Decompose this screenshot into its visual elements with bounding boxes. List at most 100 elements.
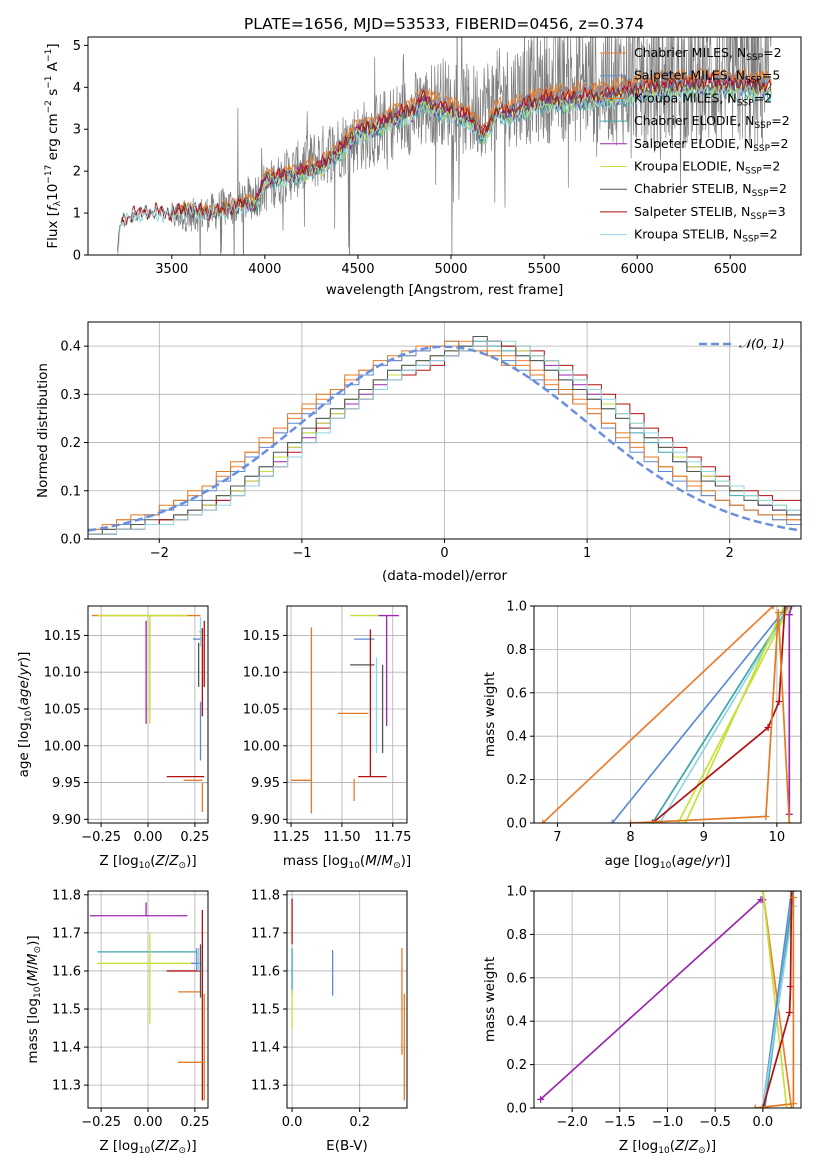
y-tick-label: 0.0	[506, 817, 527, 832]
x-tick-label: 0	[440, 546, 448, 561]
weight-marker	[785, 819, 793, 823]
axes-frame	[87, 36, 802, 256]
legend-nssp: 5	[772, 68, 780, 83]
weight-marker	[761, 1104, 769, 1108]
x-tick-label: 2	[726, 546, 734, 561]
axes-frame	[533, 890, 802, 1109]
y-tick-label: 11.8	[52, 888, 81, 903]
x-tick-label: 5000	[434, 262, 467, 277]
model-line-kroupa-stelib	[117, 84, 772, 255]
x-tick-label: 0.00	[134, 1115, 163, 1130]
weight-marker	[789, 894, 797, 902]
legend-nssp: 2	[781, 136, 789, 151]
y-tick-label: 9.90	[251, 813, 280, 828]
y-tick-label: 10.00	[44, 739, 81, 754]
legend-entry: Salpeter STELIB, NSSP=3	[634, 204, 786, 222]
x-axis-label: E(B-V)	[326, 1138, 368, 1154]
axes-frame	[87, 890, 209, 1109]
weight-marker	[759, 891, 767, 895]
y-tick-label: 0.4	[506, 1015, 527, 1030]
weight-marker	[775, 697, 783, 705]
legend-series-name: Kroupa STELIB	[634, 227, 725, 242]
panel-mass-vs-Z: −0.25 0.00 0.25 11.3 11.4 11.5 11.6 11.7 11.8 Z […	[25, 888, 209, 1156]
weight-line	[651, 606, 791, 823]
axes-frame	[533, 605, 802, 824]
legend-series-name: Kroupa MILES	[634, 90, 720, 105]
legend-entry: Chabrier MILES, NSSP=2	[634, 45, 782, 63]
plot-area	[89, 902, 205, 1101]
y-tick-label: 0.2	[506, 773, 527, 788]
weight-marker	[537, 1095, 545, 1103]
y-tick-label: 0.0	[506, 1102, 527, 1117]
y-tick-label: 11.5	[251, 1003, 280, 1018]
y-tick-label: 10.05	[243, 702, 280, 717]
x-tick-label: −2	[150, 546, 169, 561]
axes-frame	[286, 890, 408, 1109]
y-axis-label: mass weight	[482, 957, 498, 1042]
x-tick-label: 9	[700, 830, 708, 845]
weight-marker	[789, 891, 797, 895]
weight-marker	[539, 819, 547, 823]
y-tick-label: 1.0	[506, 600, 527, 615]
x-tick-label: 0.00	[134, 830, 163, 845]
x-tick-label: 3500	[155, 262, 188, 277]
y-tick-label: 0.3	[60, 388, 81, 403]
legend-series-name: Chabrier MILES	[634, 45, 729, 60]
weight-line	[542, 606, 774, 823]
y-axis-label: mass [log10(M/M⊙)]	[25, 935, 43, 1063]
x-tick-label: −0.25	[81, 1115, 121, 1130]
weight-marker	[787, 891, 795, 895]
legend-series-name: Salpeter STELIB	[634, 204, 733, 219]
weight-marker	[786, 1009, 794, 1017]
weight-line	[630, 612, 791, 823]
x-axis-label: mass [log10(M/M⊙)]	[283, 853, 411, 871]
x-axis-label: Z [log10(Z/Z⊙)]	[99, 1138, 196, 1156]
y-tick-label: 11.6	[251, 964, 280, 979]
weight-marker	[762, 812, 770, 820]
x-tick-label: −2.0	[556, 1115, 588, 1130]
legend-nssp: 3	[778, 204, 786, 219]
y-tick-label: 0.1	[60, 484, 81, 499]
y-tick-label: 11.3	[52, 1079, 81, 1094]
plot-area	[291, 898, 405, 1101]
legend-series-name: Chabrier STELIB	[634, 181, 734, 196]
x-tick-label: 0.25	[180, 1115, 209, 1130]
weight-marker	[774, 609, 782, 617]
weight-line	[762, 891, 788, 1108]
y-tick-label: 4	[73, 81, 81, 96]
legend-entry: Chabrier STELIB, NSSP=2	[634, 181, 787, 199]
weight-line	[611, 606, 789, 823]
legend-entry: Salpeter ELODIE, NSSP=2	[634, 136, 788, 154]
y-tick-label: 9.95	[251, 776, 280, 791]
plot-area	[117, 37, 772, 255]
y-tick-label: 0.2	[506, 1058, 527, 1073]
y-tick-label: 10.15	[243, 629, 280, 644]
y-axis-label: age [log10(age/yr)]	[16, 652, 34, 778]
weight-marker	[608, 819, 616, 823]
y-axis-label: mass weight	[482, 672, 498, 757]
legend-entry: Chabrier ELODIE, NSSP=2	[634, 113, 790, 131]
legend-nssp: 2	[772, 159, 780, 174]
panel-age-vs-Z: −0.25 0.00 0.25 9.90 9.95 10.00 10.05 10.10 10.1…	[16, 605, 209, 871]
weight-marker	[786, 606, 794, 610]
weight-marker	[789, 1100, 797, 1108]
legend-series-name: Salpeter ELODIE	[634, 136, 736, 151]
weight-marker	[781, 606, 789, 610]
x-tick-label: 11.25	[272, 830, 309, 845]
legend-nssp: 2	[774, 45, 782, 60]
y-tick-label: 10.10	[44, 666, 81, 681]
plot-area	[537, 891, 797, 1108]
axes-frame	[87, 605, 209, 824]
weight-line	[762, 906, 795, 1108]
y-tick-label: 10.00	[243, 739, 280, 754]
legend-series-name: Salpeter MILES	[634, 68, 728, 83]
x-tick-label: 11.75	[374, 830, 411, 845]
x-tick-label: 0.0	[282, 1115, 303, 1130]
weight-marker	[769, 606, 777, 610]
x-tick-label: −1.0	[652, 1115, 684, 1130]
weight-marker	[785, 611, 793, 619]
x-tick-label: 4500	[341, 262, 374, 277]
x-tick-label: 5500	[528, 262, 561, 277]
y-tick-label: 11.3	[251, 1079, 280, 1094]
